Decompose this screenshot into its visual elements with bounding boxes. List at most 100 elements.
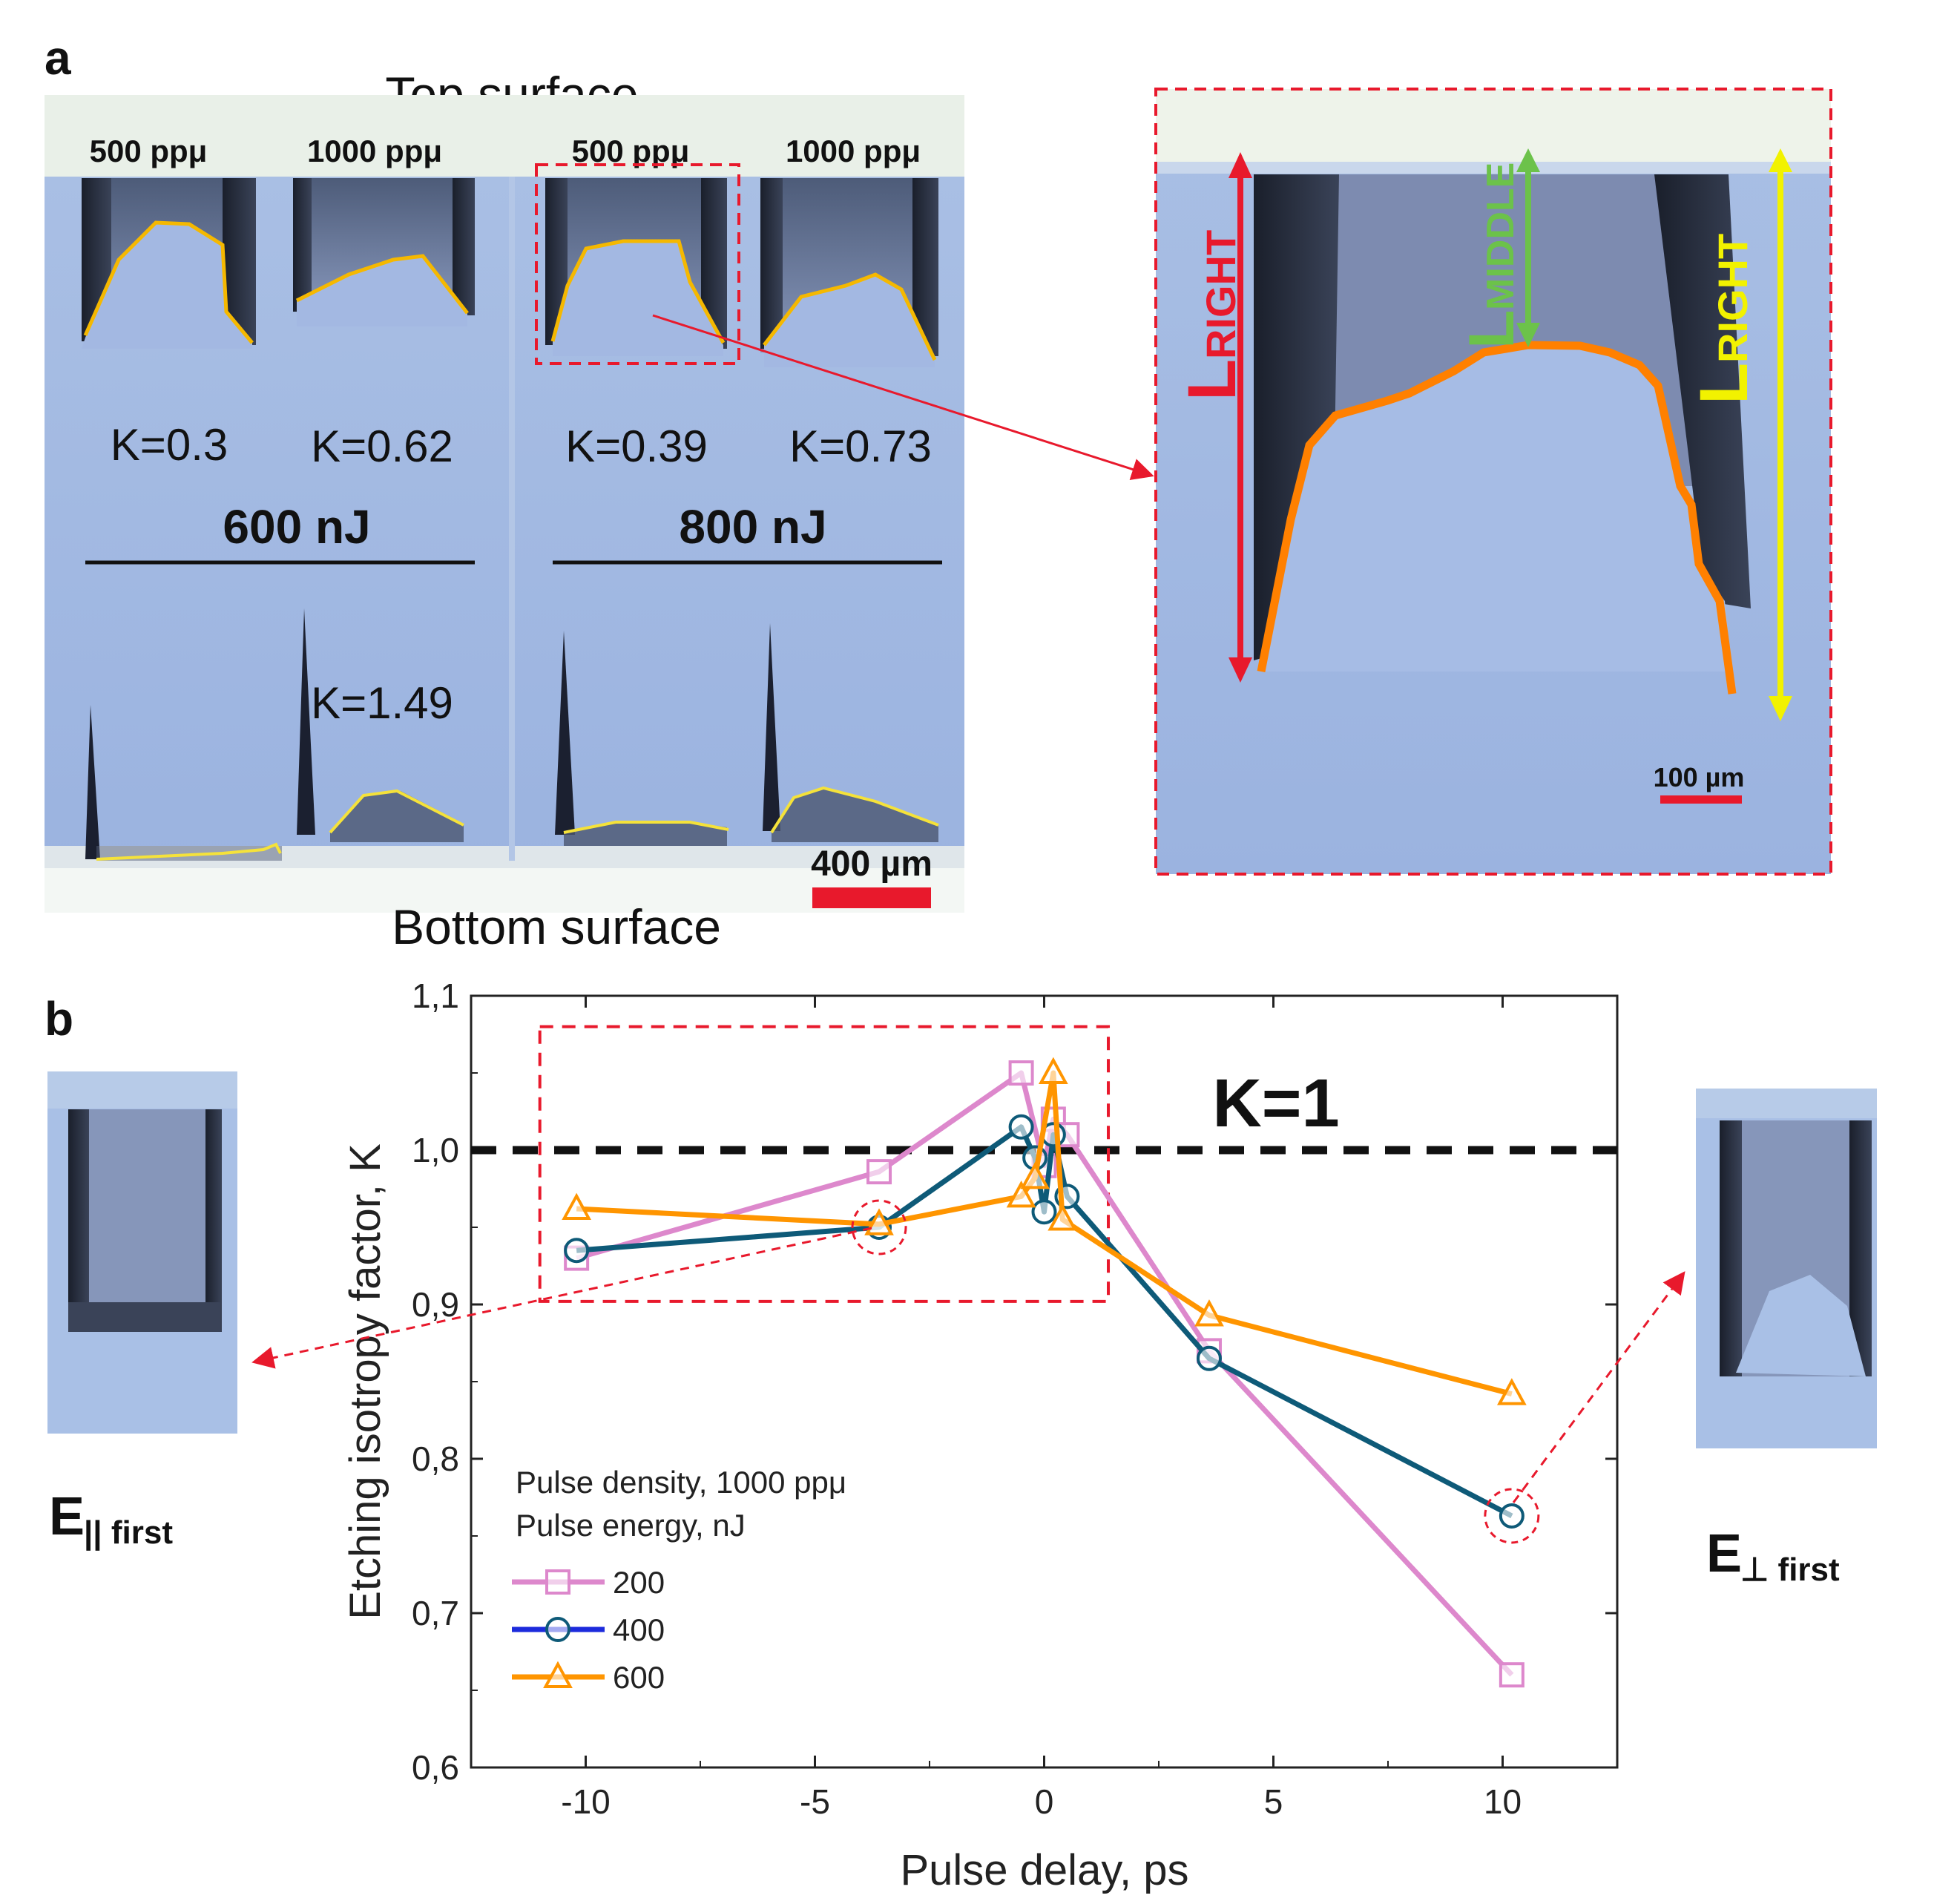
axis-ticks <box>470 994 1618 1769</box>
circled-point <box>851 1199 907 1255</box>
series-600-point <box>1006 1180 1036 1208</box>
density-label-1: 500 ppμ <box>90 134 208 168</box>
series-600-point <box>1047 1204 1078 1231</box>
cavity-top-2 <box>293 178 475 326</box>
y-tick-label: 1,0 <box>412 1131 459 1169</box>
k-value-top-3: K=0.39 <box>565 421 708 471</box>
series-600-point <box>1020 1162 1050 1189</box>
e-parallel-label: E <box>49 1487 85 1546</box>
scale-bar-label: 400 µm <box>811 844 933 884</box>
series-200-point <box>866 1159 892 1185</box>
series-400-point <box>564 1238 590 1264</box>
cavity-bottom-1 <box>85 705 282 861</box>
zoom-scale-bar-label: 100 µm <box>1654 762 1745 792</box>
zoom-inset <box>1156 89 1831 874</box>
series-600-point <box>562 1192 592 1220</box>
l-middle-main: L <box>1456 309 1527 349</box>
x-axis-label: Pulse delay, ps <box>900 1846 1188 1894</box>
legend-label-200: 200 <box>613 1565 665 1600</box>
density-label-4: 1000 ppμ <box>786 134 921 168</box>
series-600-point <box>1194 1299 1224 1327</box>
l-right-right-arrow-head-bottom <box>1769 696 1792 721</box>
e-perp-sub: ⊥ first <box>1740 1552 1840 1588</box>
arrow-to-e-perp <box>1512 1271 1685 1503</box>
series-400-point <box>1499 1503 1524 1529</box>
inset-e-parallel <box>47 1071 237 1434</box>
k-value-bottom: K=1.49 <box>311 678 453 728</box>
l-right-right-label: L RIGHT <box>1686 234 1762 404</box>
cavity-top-4 <box>760 178 938 367</box>
x-tick-label: -10 <box>561 1782 610 1821</box>
l-right-right-arrow-head-top <box>1769 148 1792 172</box>
energy-label-600: 600 nJ <box>223 500 370 554</box>
x-tick-label: 10 <box>1484 1782 1522 1821</box>
cavity-bottom-4 <box>763 623 939 842</box>
legend-marker-600 <box>543 1661 573 1688</box>
circled-points <box>851 1199 1540 1544</box>
zoom-scale-bar <box>1660 795 1742 804</box>
series-400-point <box>1196 1345 1222 1371</box>
series-600-line <box>576 1070 1513 1397</box>
bottom-surface-label: Bottom surface <box>392 899 721 954</box>
series-600 <box>562 1057 1527 1405</box>
l-right-left-arrow-head-top <box>1229 152 1252 178</box>
zoom-profile-line <box>1257 341 1737 695</box>
y-tick-label: 0,9 <box>412 1285 459 1324</box>
zoom-inset-border <box>1154 88 1832 876</box>
panel-a-letter: a <box>45 31 71 85</box>
legend-marker-400 <box>545 1617 570 1642</box>
l-right-left-arrow-head-bottom <box>1229 657 1252 683</box>
cavity-bottom-3 <box>555 631 729 846</box>
density-label-2: 1000 ppμ <box>307 134 442 168</box>
zoom-connector-arrow <box>652 314 1154 480</box>
circled-point <box>1484 1488 1540 1544</box>
legend-label-600: 600 <box>613 1660 665 1695</box>
legend-title-2: Pulse energy, nJ <box>516 1508 746 1543</box>
k1-label: K=1 <box>1212 1066 1339 1141</box>
l-right-left-sub: RIGHT <box>1197 230 1244 359</box>
legend: Pulse density, 1000 ppμ Pulse energy, nJ… <box>512 1465 846 1695</box>
l-right-right-sub: RIGHT <box>1709 234 1756 363</box>
l-middle-arrow-head-top <box>1516 148 1540 172</box>
y-axis-label: Etching isotropy factor, K <box>341 1143 389 1620</box>
legend-entries: 200 400 600 <box>512 1565 665 1695</box>
k-value-top-4: K=0.73 <box>789 421 932 471</box>
x-tick-label: 0 <box>1035 1782 1054 1821</box>
series-200-point <box>1499 1662 1524 1688</box>
l-middle-arrow-head-bottom <box>1516 323 1540 347</box>
series-600-point <box>1038 1057 1068 1084</box>
x-tick-label: -5 <box>800 1782 830 1821</box>
l-right-right-main: L <box>1686 363 1762 404</box>
series-600-point <box>1496 1378 1527 1405</box>
cavity-bottom-2 <box>297 608 464 842</box>
y-tick-label: 0,8 <box>412 1440 459 1478</box>
series-400-point <box>1008 1114 1034 1140</box>
l-middle-label: L MIDDLE <box>1456 163 1527 349</box>
series-400-point <box>1031 1199 1057 1225</box>
e-perp-label: E <box>1706 1524 1742 1583</box>
energy-label-800: 800 nJ <box>679 500 826 554</box>
l-right-left-main: L <box>1174 359 1250 401</box>
arrow-to-e-parallel <box>251 1227 872 1369</box>
scale-bar <box>812 887 931 908</box>
panel-b-letter: b <box>45 992 73 1045</box>
y-tick-label: 1,1 <box>412 976 459 1015</box>
series-200-point <box>1008 1060 1034 1086</box>
inset-e-perp <box>1696 1089 1877 1448</box>
k-value-top-2: K=0.62 <box>311 421 453 471</box>
micrograph-main <box>45 95 964 913</box>
series-600-point <box>864 1208 894 1235</box>
x-tick-label: 5 <box>1264 1782 1283 1821</box>
cavity-top-1 <box>82 178 256 349</box>
y-tick-label: 0,7 <box>412 1594 459 1632</box>
cavity-top-3 <box>545 178 727 356</box>
k-value-top-1: K=0.3 <box>111 420 228 470</box>
zoom-selection-box <box>535 163 740 365</box>
legend-title-1: Pulse density, 1000 ppμ <box>516 1465 846 1500</box>
l-right-left-label: L RIGHT <box>1174 230 1250 401</box>
legend-marker-200 <box>545 1569 570 1595</box>
y-tick-label: 0,6 <box>412 1748 459 1787</box>
l-middle-sub: MIDDLE <box>1479 163 1522 310</box>
e-parallel-sub: || first <box>84 1514 173 1552</box>
